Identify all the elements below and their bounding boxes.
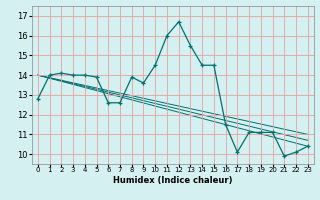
X-axis label: Humidex (Indice chaleur): Humidex (Indice chaleur) [113,176,233,185]
